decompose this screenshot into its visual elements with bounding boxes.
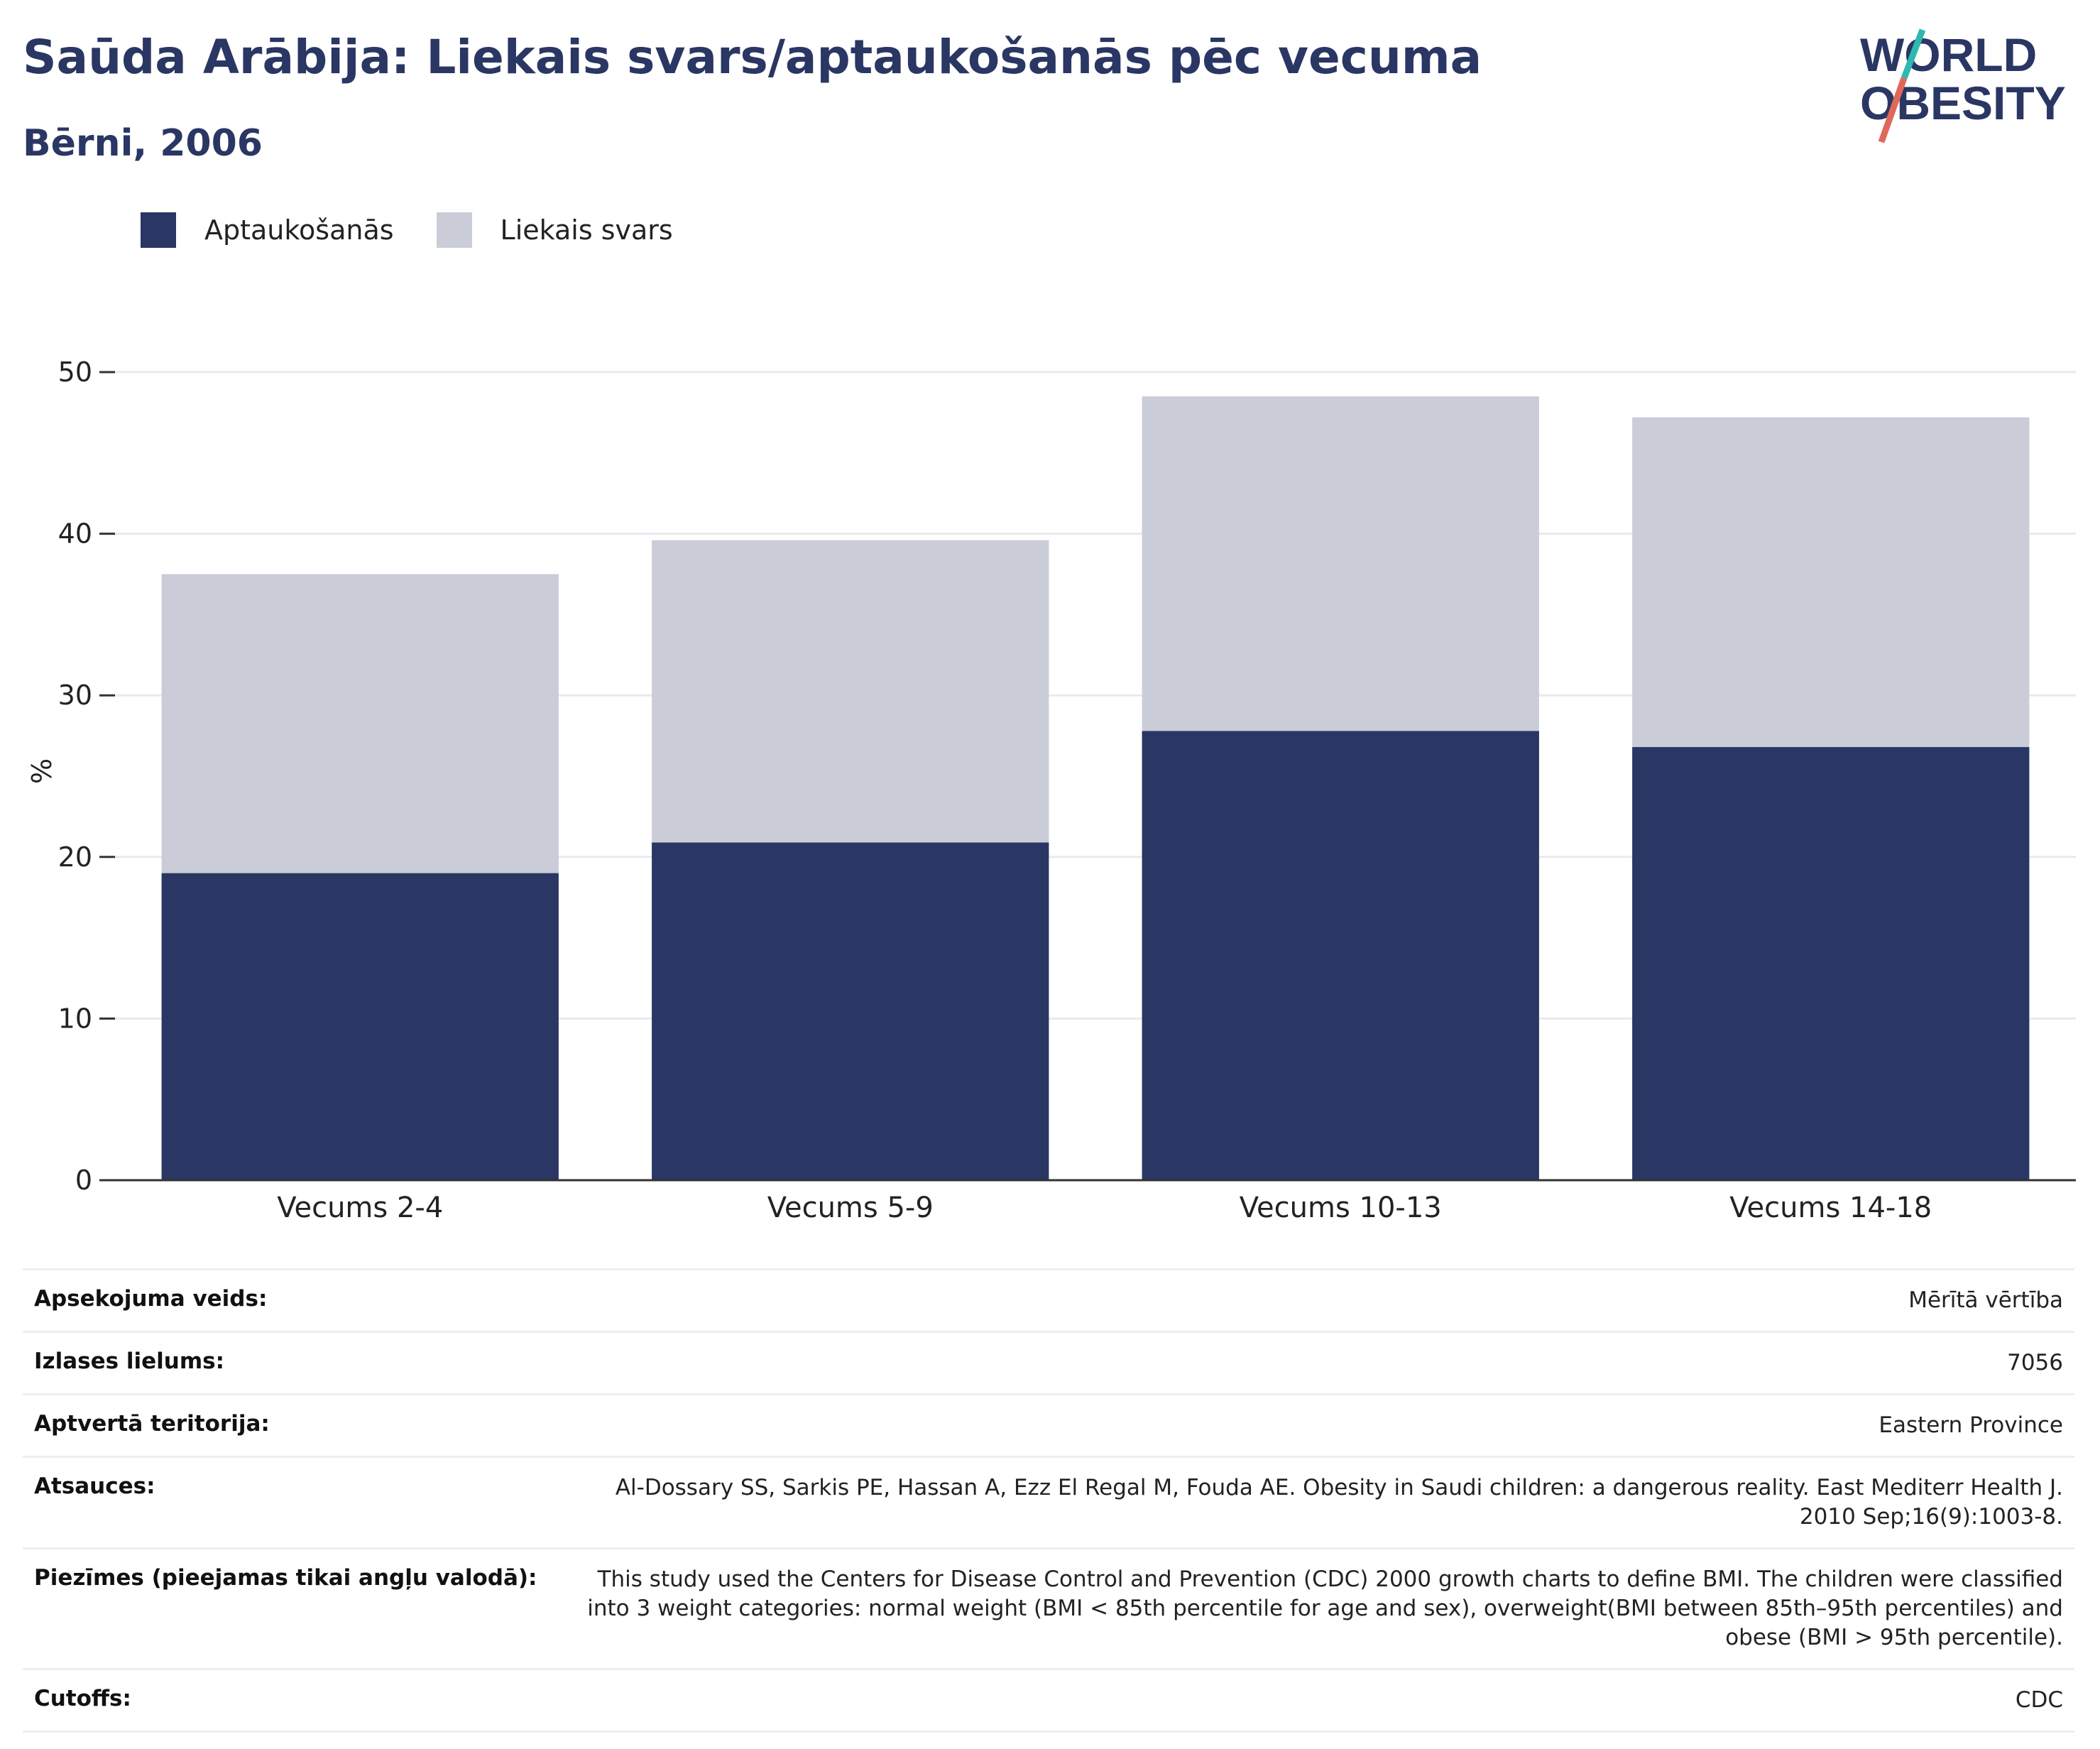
logo-slash-bottom <box>1878 77 1908 143</box>
meta-label: Aptvertā teritorija: <box>34 1411 270 1437</box>
chart-title: Saūda Arābija: Liekais svars/aptaukošanā… <box>23 30 1482 85</box>
meta-row-survey-type: Apsekojuma veids: Mērītā vērtība <box>23 1268 2074 1331</box>
legend-swatch-overweight <box>436 212 472 248</box>
meta-label: Cutoffs: <box>34 1686 131 1711</box>
meta-value: 7056 <box>2007 1350 2063 1375</box>
bar-overweight-4[interactable] <box>1632 417 2030 748</box>
legend-item-overweight[interactable]: Liekais svars <box>436 212 673 248</box>
bar-overweight-1[interactable] <box>161 574 559 873</box>
logo-text-world: WORLD <box>1860 28 2037 81</box>
x-axis-ticks: Vecums 2-4 Vecums 5-9 Vecums 10-13 Vecums 1… <box>277 1192 1932 1224</box>
y-tick-label: 30 <box>58 680 92 711</box>
x-tick-label: Vecums 10-13 <box>1240 1192 1442 1224</box>
meta-row-cutoffs: Cutoffs: CDC <box>23 1668 2074 1733</box>
legend-label-obesity: Aptaukošanās <box>204 214 394 246</box>
meta-label: Apsekojuma veids: <box>34 1286 268 1312</box>
meta-label: Piezīmes (pieejamas tikai angļu valodā): <box>34 1565 537 1591</box>
y-tick-label: 10 <box>58 1003 92 1034</box>
y-tick-label: 0 <box>75 1165 92 1196</box>
meta-value: Eastern Province <box>1878 1412 2063 1438</box>
y-tick-label: 20 <box>58 841 92 873</box>
bar-overweight-3[interactable] <box>1142 396 1539 731</box>
world-obesity-logo: WORLD OBESITY <box>1860 28 2066 143</box>
chart-legend: Aptaukošanās Liekais svars <box>141 212 716 249</box>
logo-slash-top <box>1901 28 1926 80</box>
chart-subtitle: Bērni, 2006 <box>23 122 263 165</box>
y-tick-label: 40 <box>58 518 92 550</box>
bar-obesity-3[interactable] <box>1142 731 1539 1180</box>
meta-row-sample-size: Izlases lielums: 7056 <box>23 1331 2074 1393</box>
meta-value: Al-Dossary SS, Sarkis PE, Hassan A, Ezz … <box>615 1475 2063 1530</box>
y-axis-label: % <box>26 758 58 784</box>
meta-value: Mērītā vērtība <box>1908 1287 2063 1313</box>
bar-obesity-4[interactable] <box>1632 747 2030 1180</box>
legend-swatch-obesity <box>141 212 176 248</box>
bar-overweight-2[interactable] <box>652 540 1049 843</box>
bars <box>161 396 2030 1180</box>
y-tick-label: 50 <box>58 356 92 388</box>
meta-value: CDC <box>2015 1687 2063 1713</box>
y-axis-ticks: 0 10 20 30 40 50 <box>58 356 115 1196</box>
bar-obesity-1[interactable] <box>161 873 559 1180</box>
meta-row-references: Atsauces: Al-Dossary SS, Sarkis PE, Hass… <box>23 1456 2074 1547</box>
stacked-bar-chart: 0 10 20 30 40 50 Vecums 2-4 Vecums 5-9 Vecums 1… <box>26 356 2076 1224</box>
x-tick-label: Vecums 14-18 <box>1729 1192 1932 1224</box>
meta-row-notes: Piezīmes (pieejamas tikai angļu valodā):… <box>23 1547 2074 1668</box>
meta-label: Atsauces: <box>34 1473 155 1499</box>
legend-label-overweight: Liekais svars <box>500 214 673 246</box>
bar-obesity-2[interactable] <box>652 842 1049 1180</box>
metadata-table: Apsekojuma veids: Mērītā vērtība Izlases… <box>23 1268 2074 1733</box>
x-tick-label: Vecums 5-9 <box>767 1192 934 1224</box>
legend-item-obesity[interactable]: Aptaukošanās <box>141 212 394 248</box>
x-tick-label: Vecums 2-4 <box>277 1192 443 1224</box>
meta-row-area: Aptvertā teritorija: Eastern Province <box>23 1393 2074 1456</box>
meta-value: This study used the Centers for Disease … <box>587 1567 2063 1650</box>
meta-label: Izlases lielums: <box>34 1348 224 1374</box>
